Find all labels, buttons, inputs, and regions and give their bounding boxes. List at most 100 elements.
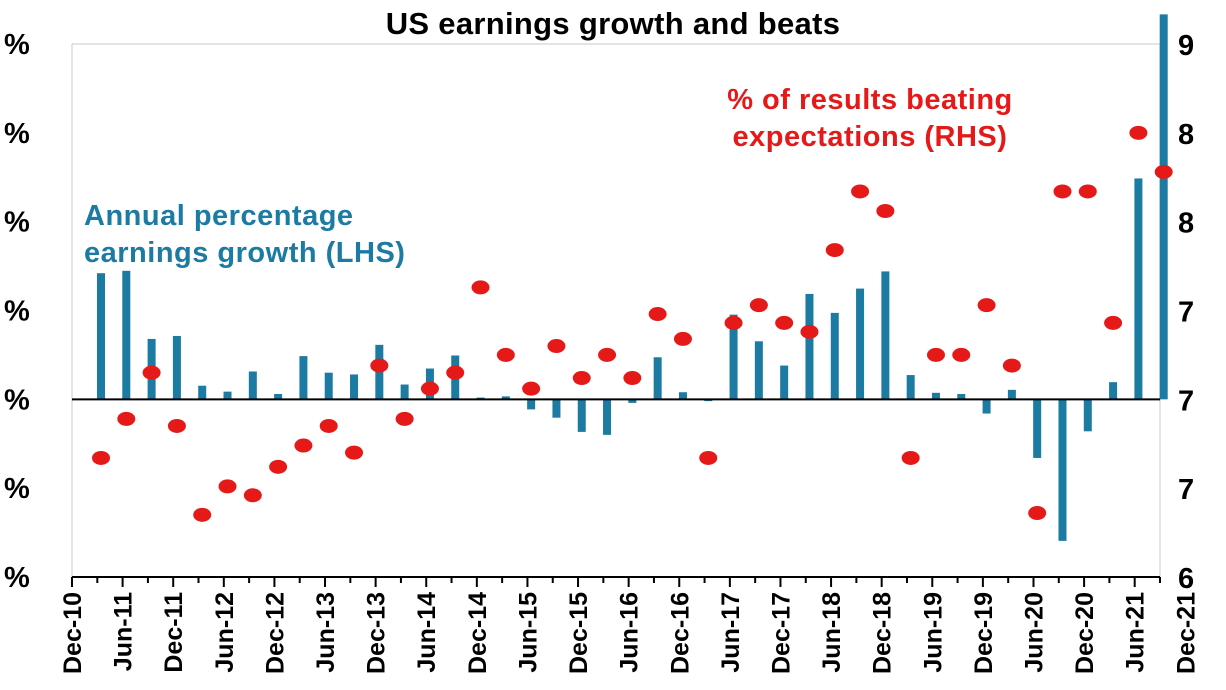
beat-rate-dot [243, 488, 262, 503]
beat-rate-dot [876, 204, 895, 219]
growth-bar [527, 399, 536, 410]
growth-bar [1033, 399, 1042, 458]
right-axis-tick-label: 7 [1178, 474, 1194, 506]
beat-rate-dot [825, 243, 844, 258]
x-tick-label: Jun-15 [514, 592, 542, 673]
beat-rate-dot [800, 324, 819, 339]
beat-rate-dot [673, 331, 692, 346]
beat-rate-dot [1028, 506, 1047, 521]
lhs-series-annotation: Annual percentage earnings growth (LHS) [84, 198, 405, 272]
growth-bar [678, 392, 687, 400]
beat-rate-dot [547, 339, 566, 354]
growth-bar [248, 371, 257, 400]
right-axis-tick-label: 9 [1178, 30, 1194, 62]
left-axis-tick-label: % [4, 29, 30, 61]
x-tick-label: Dec-15 [565, 592, 593, 674]
x-tick-label: Dec-17 [767, 592, 795, 674]
beat-rate-dot [167, 418, 186, 433]
beat-rate-dot [901, 450, 920, 465]
beat-rate-dot [395, 411, 414, 426]
lhs-annotation-line-2: earnings growth (LHS) [84, 237, 406, 269]
x-tick-label: Jun-19 [919, 592, 947, 673]
growth-bar [1058, 399, 1067, 541]
beat-rate-dot [420, 381, 439, 396]
growth-bar [754, 341, 763, 400]
x-tick-label: Dec-11 [160, 592, 188, 673]
growth-bar [628, 399, 637, 403]
growth-bar [881, 271, 890, 400]
growth-bar [97, 273, 105, 400]
chart-title: US earnings growth and beats [385, 6, 841, 41]
beat-rate-dot [319, 418, 338, 433]
beat-rate-dot [1078, 184, 1097, 199]
x-tick-label: Jun-21 [1122, 592, 1150, 673]
beat-rate-dot [1129, 125, 1148, 140]
growth-bar [122, 270, 131, 400]
growth-bar [653, 357, 662, 400]
x-tick-label: Jun-12 [211, 592, 239, 673]
beat-rate-dot [92, 450, 110, 465]
beat-rate-dot [1154, 164, 1173, 179]
x-tick-label: Jun-17 [717, 592, 745, 673]
growth-bar [172, 335, 181, 400]
beat-rate-dot [193, 507, 212, 522]
x-tick-label: Jun-13 [312, 592, 340, 673]
growth-bar [324, 372, 333, 400]
beat-rate-dot [1002, 358, 1021, 373]
x-tick-label: Dec-12 [261, 592, 289, 674]
beat-rate-dot [345, 445, 364, 460]
beat-rate-dot [952, 347, 971, 362]
growth-bar [274, 394, 283, 400]
beat-rate-dot [572, 371, 591, 386]
rhs-series-annotation: % of results beating expectations (RHS) [660, 82, 1080, 156]
growth-bar [931, 392, 940, 400]
beat-rate-dot [218, 479, 237, 494]
rhs-annotation-line-2: expectations (RHS) [732, 121, 1008, 153]
beat-rate-dot [370, 358, 389, 373]
left-axis-tick-label: % [4, 384, 30, 416]
growth-bar [501, 396, 510, 400]
growth-bar [198, 385, 207, 400]
growth-bar [603, 399, 612, 435]
growth-bar [982, 399, 991, 414]
beat-rate-dot [749, 298, 768, 313]
growth-bar [1007, 389, 1016, 400]
x-tick-label: Dec-21 [1172, 592, 1200, 674]
growth-bar [552, 399, 561, 418]
x-tick-label: Jun-18 [818, 592, 846, 673]
x-tick-label: Dec-16 [666, 592, 694, 674]
growth-bar [350, 374, 359, 400]
x-tick-label: Jun-16 [616, 592, 644, 673]
left-axis-tick-label: % [4, 118, 30, 150]
beat-rate-dot [977, 298, 996, 313]
growth-bar [1159, 14, 1168, 400]
beat-rate-dot [926, 347, 945, 362]
growth-bar [1083, 399, 1092, 432]
left-axis-tick-label: % [4, 473, 30, 505]
right-axis-tick-label: 7 [1178, 385, 1194, 417]
growth-bar [805, 293, 814, 400]
beat-rate-dot [269, 459, 288, 474]
growth-bar [830, 312, 839, 400]
x-tick-label: Jun-20 [1020, 592, 1048, 673]
beat-rate-dot [598, 347, 617, 362]
beat-rate-dot [294, 438, 313, 453]
growth-bar [577, 399, 586, 432]
growth-bar [223, 391, 232, 400]
left-axis-tick-label: % [4, 207, 30, 239]
growth-bar [1109, 382, 1118, 400]
beat-rate-dot [699, 450, 718, 465]
x-tick-label: Dec-20 [1071, 592, 1099, 674]
beat-rate-dot [471, 280, 490, 295]
growth-bar [856, 288, 865, 400]
growth-bar [906, 375, 915, 400]
x-tick-label: Dec-18 [869, 592, 897, 674]
growth-bar [957, 394, 966, 400]
growth-bar [400, 384, 409, 400]
growth-bar [729, 314, 738, 400]
growth-bar [780, 365, 789, 400]
right-axis-tick-label: 8 [1178, 119, 1194, 151]
beat-rate-dot [648, 307, 667, 322]
growth-bar [299, 356, 308, 400]
left-axis-tick-label: % [4, 296, 30, 328]
